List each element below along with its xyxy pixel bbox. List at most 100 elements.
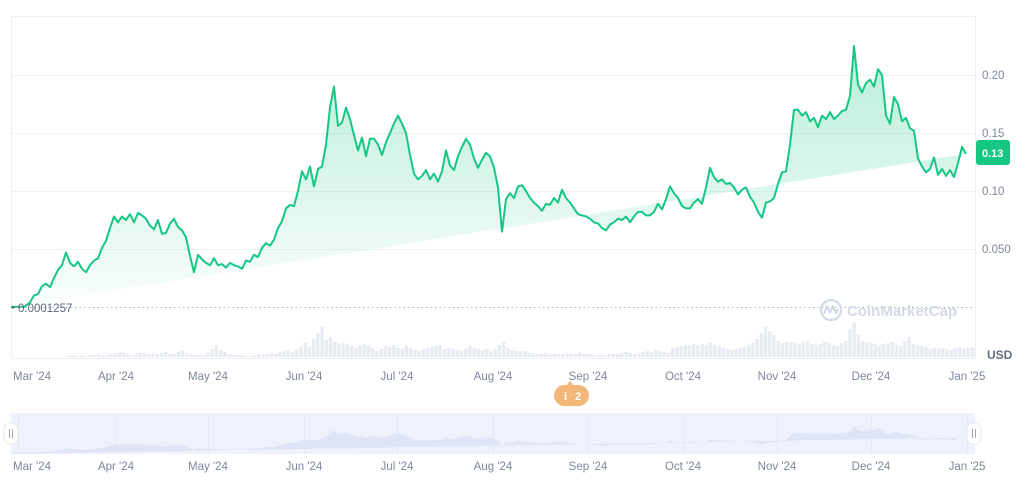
volume-bar — [827, 343, 831, 357]
volume-bar — [822, 342, 827, 357]
x-tick-label: Nov '24 — [758, 371, 797, 383]
volume-bar — [890, 342, 894, 357]
volume-bar — [848, 329, 852, 357]
volume-bar — [75, 356, 79, 357]
volume-bar — [451, 349, 455, 357]
volume-bar — [345, 344, 350, 357]
volume-bar — [869, 343, 873, 357]
volume-bar — [92, 355, 96, 357]
volume-bar — [599, 354, 603, 357]
volume-bar — [700, 344, 704, 357]
volume-bar — [392, 345, 396, 357]
navigator-x-tick-label: Nov '24 — [758, 461, 797, 473]
volume-bar — [810, 344, 814, 357]
volume-bar — [379, 349, 383, 357]
volume-bar — [413, 350, 417, 357]
volume-bar — [447, 348, 451, 357]
volume-bar — [628, 353, 633, 357]
volume-bar — [172, 354, 176, 357]
volume-bar — [831, 345, 835, 357]
volume-bar — [168, 354, 172, 357]
navigator-x-axis: Mar '24 Apr '24 May '24 Jun '24 Jul '24 Aug '… — [13, 461, 985, 473]
volume-bar — [371, 348, 375, 357]
event-marker[interactable]: i 2 — [554, 381, 589, 406]
volume-bar — [789, 342, 793, 357]
volume-bar — [109, 354, 113, 357]
volume-bar — [852, 322, 856, 357]
volume-bar — [265, 354, 269, 357]
price-line[interactable] — [11, 45, 967, 308]
volume-bar — [717, 346, 721, 357]
volume-bar — [328, 337, 333, 357]
current-price-badge: 0.13 — [976, 140, 1010, 165]
volume-bar — [755, 339, 759, 357]
volume-bar — [611, 354, 616, 357]
navigator-x-tick-label: May '24 — [188, 461, 229, 473]
volume-bar — [468, 346, 472, 357]
navigator-x-tick-label: Apr '24 — [98, 461, 135, 473]
volume-bar — [527, 352, 531, 357]
volume-bar — [506, 348, 510, 357]
volume-bar — [341, 343, 345, 357]
volume-bar — [333, 342, 337, 357]
navigator-left-handle[interactable] — [3, 422, 19, 445]
volume-bar — [920, 346, 924, 357]
volume-bar — [708, 343, 713, 357]
volume-bar — [882, 344, 886, 357]
volume-bar — [480, 350, 485, 357]
volume-bar — [784, 342, 789, 357]
coinmarketcap-logo-icon — [819, 298, 843, 322]
volume-bar — [501, 342, 506, 357]
x-tick-label: Jun '24 — [286, 371, 323, 383]
volume-bar — [493, 349, 497, 357]
volume-bar — [151, 353, 155, 357]
volume-bar — [861, 341, 865, 357]
volume-bar — [459, 351, 464, 357]
volume-bar — [696, 345, 700, 357]
volume-bars — [66, 322, 975, 357]
volume-bar — [953, 348, 958, 357]
volume-bar — [223, 352, 227, 357]
x-tick-label: Jul '24 — [381, 371, 414, 383]
volume-bar — [244, 356, 248, 357]
volume-bar — [126, 354, 130, 357]
volume-bar — [518, 351, 523, 357]
volume-bar — [590, 354, 594, 357]
volume-bar — [354, 348, 358, 357]
volume-bar — [299, 347, 303, 357]
volume-bar — [662, 352, 666, 357]
volume-bar — [240, 355, 244, 357]
info-icon: i — [564, 391, 567, 403]
volume-bar — [721, 348, 725, 357]
volume-bar — [96, 354, 100, 357]
volume-bar — [924, 347, 928, 357]
volume-bar — [544, 353, 548, 357]
y-tick-label: 0.20 — [982, 70, 1004, 82]
navigator-x-tick-label: Mar '24 — [13, 461, 52, 473]
navigator-right-handle[interactable] — [966, 422, 982, 445]
volume-bar — [932, 348, 937, 357]
volume-bar — [561, 354, 565, 357]
volume-bar — [907, 337, 911, 357]
y-tick-label: 0.10 — [982, 186, 1004, 198]
x-tick-label: Aug '24 — [474, 371, 513, 383]
volume-bar — [206, 353, 210, 357]
volume-bar — [130, 355, 134, 357]
volume-bar — [746, 345, 751, 357]
price-area — [11, 46, 966, 307]
y-axis: 0.20 0.15 0.10 0.050 USD — [982, 70, 1013, 362]
range-navigator[interactable] — [3, 413, 982, 454]
volume-bar — [586, 354, 590, 357]
x-tick-label: Mar '24 — [13, 371, 52, 383]
volume-bar — [793, 343, 797, 357]
volume-bar — [958, 347, 962, 357]
x-tick-label: Apr '24 — [98, 371, 135, 383]
volume-bar — [814, 345, 818, 357]
x-tick-label: Dec '24 — [852, 371, 891, 383]
volume-bar — [278, 352, 282, 357]
volume-bar — [535, 354, 540, 357]
volume-bar — [362, 344, 366, 357]
volume-bar — [679, 346, 683, 357]
volume-bar — [176, 352, 181, 357]
